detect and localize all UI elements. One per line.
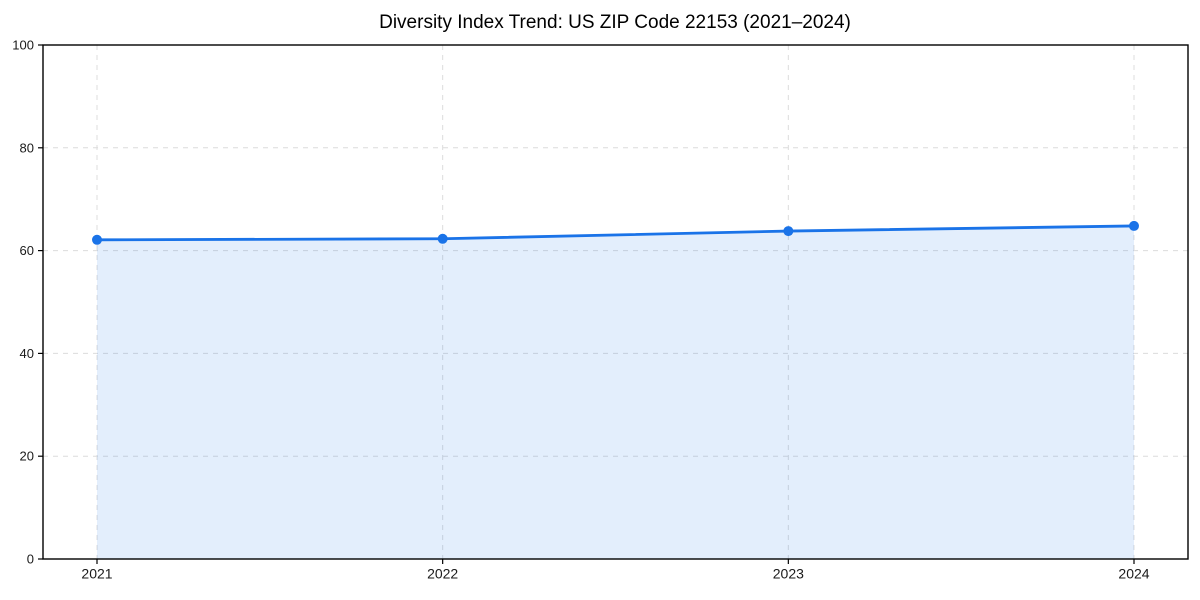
x-tick-label-2022: 2022 [427,566,458,582]
tick-labels: 0 20 40 60 80 100 2021 2022 2023 2024 [12,38,1149,582]
y-tick-label-40: 40 [20,346,34,361]
data-point-2023 [783,226,794,237]
y-tick-label-100: 100 [12,38,34,53]
gridlines [43,45,1188,559]
y-tick-label-0: 0 [27,552,34,567]
data-point-2021 [92,234,102,245]
y-tick-label-20: 20 [20,449,34,464]
area-under-line [97,225,1134,560]
diversity-index-line [95,224,1136,242]
x-tick-label-2023: 2023 [773,566,804,582]
y-tick-label-60: 60 [20,243,34,258]
plot-border [42,44,1189,560]
x-tick-label-2021: 2021 [81,566,112,582]
trend-line [95,224,1136,242]
data-point-2022 [437,233,448,244]
chart-title: Diversity Index Trend: US ZIP Code 22153… [379,12,851,33]
area-fill [97,225,1134,560]
axes-box-and-ticks [38,44,1189,564]
y-tick-label-80: 80 [20,140,34,155]
data-points [92,220,1139,245]
data-point-2024 [1129,220,1139,231]
x-tick-label-2024: 2024 [1118,566,1149,582]
